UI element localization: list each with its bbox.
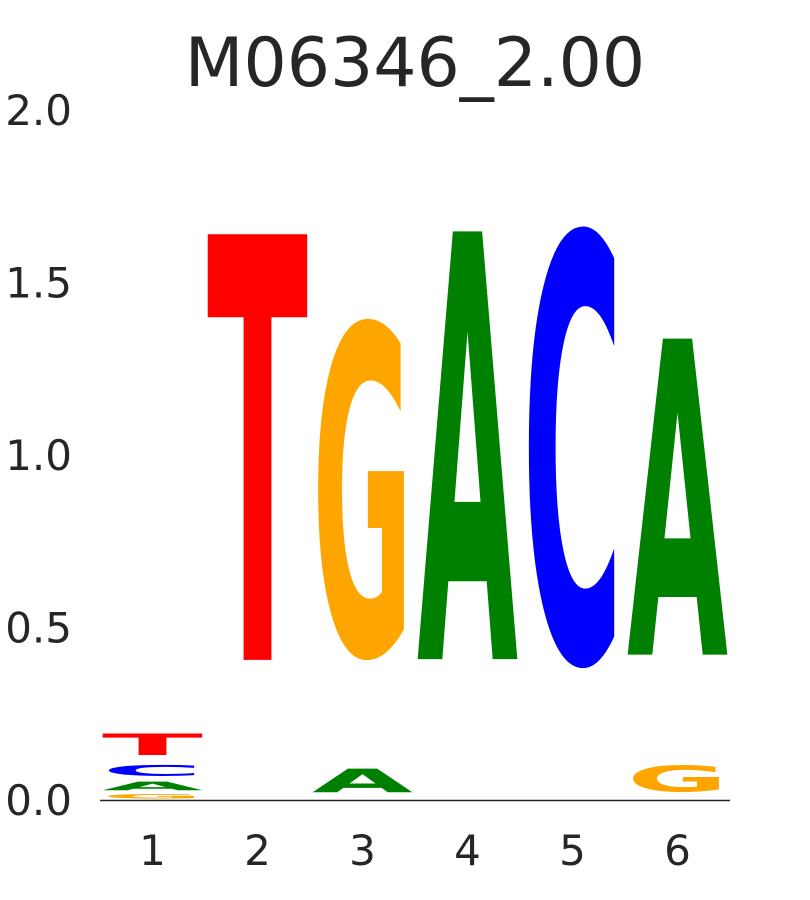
logo-letter-t: T [207, 120, 309, 799]
chart-title: M06346_2.00 [185, 24, 645, 103]
logo-letter-c: C [102, 762, 203, 779]
x-tick-label: 6 [664, 826, 691, 875]
x-tick-label: 5 [559, 826, 586, 875]
logo-letter-c: C [522, 119, 623, 799]
logo-letter-g: G [102, 793, 203, 800]
y-tick-label: 0.5 [5, 604, 72, 653]
logo-letter-a: A [312, 763, 414, 801]
logo-letter-a: A [627, 254, 729, 758]
y-tick-label: 1.0 [5, 431, 72, 480]
x-tick-label: 2 [244, 826, 271, 875]
x-tick-label: 3 [349, 826, 376, 875]
y-axis: 0.0 0.5 1.0 1.5 2.0 [5, 86, 72, 825]
y-tick-label: 1.5 [5, 259, 72, 308]
x-tick-label: 1 [139, 826, 166, 875]
logo-letter-t: T [102, 728, 203, 762]
x-tick-label: 4 [454, 826, 481, 875]
logo-letter-g: G [312, 235, 413, 760]
x-axis: 1 2 3 4 5 6 [139, 826, 691, 875]
y-tick-label: 0.0 [5, 776, 72, 825]
y-tick-label: 2.0 [5, 86, 72, 135]
logo-letter-a: A [417, 115, 519, 798]
logo-letter-g: G [627, 759, 728, 800]
logo-letter-a: A [102, 779, 203, 793]
